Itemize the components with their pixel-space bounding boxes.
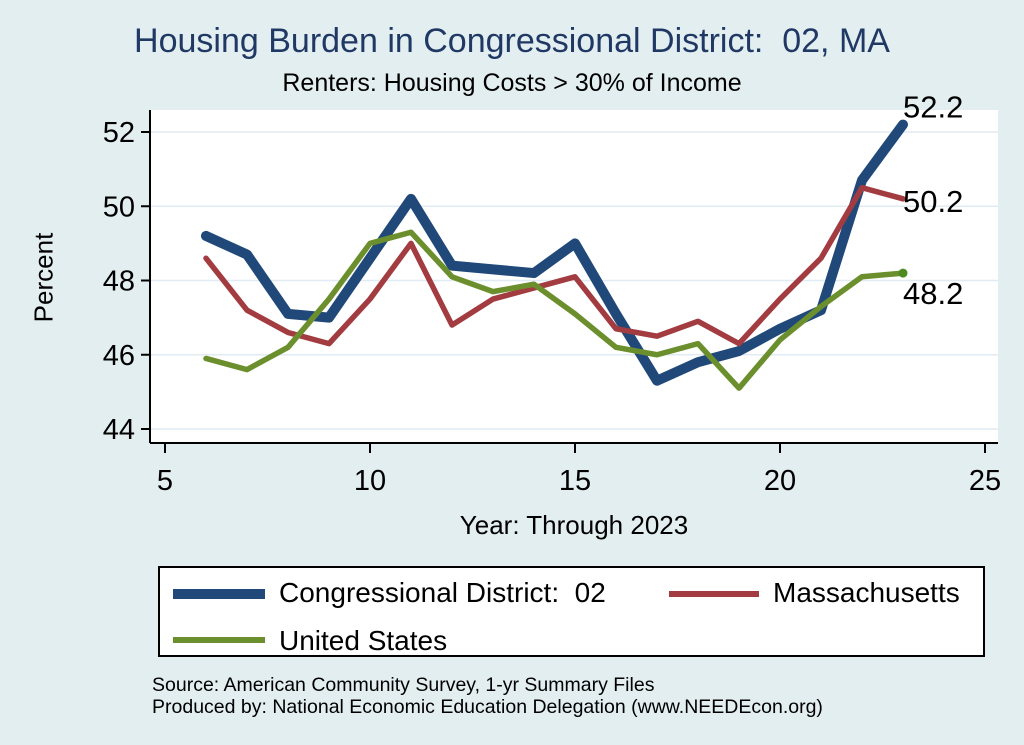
y-tick-label-48: 48 — [103, 266, 135, 298]
end-value-label-0: 52.2 — [903, 90, 963, 125]
x-tick-label-25: 25 — [969, 465, 1001, 497]
chart-title: Housing Burden in Congressional District… — [134, 22, 890, 60]
legend-swatch-united-states — [173, 637, 265, 643]
series-line-united-states — [203, 229, 906, 391]
legend-swatch-massachusetts — [669, 591, 759, 597]
legend-label-massachusetts: Massachusetts — [773, 577, 960, 608]
x-tick-label-10: 10 — [354, 465, 386, 497]
source-line-2: Produced by: National Economic Education… — [152, 696, 823, 718]
source-line-1: Source: American Community Survey, 1-yr … — [152, 674, 655, 696]
y-tick-label-46: 46 — [103, 340, 135, 372]
y-tick-label-50: 50 — [103, 191, 135, 223]
series-line-congressional-district-02 — [201, 119, 908, 386]
x-axis-label: Year: Through 2023 — [459, 510, 689, 540]
y-axis-label: Percent — [28, 232, 59, 323]
x-tick-label-15: 15 — [559, 465, 591, 497]
source-note: Source: American Community Survey, 1-yr … — [152, 674, 823, 718]
end-value-label-1: 50.2 — [903, 184, 963, 219]
legend-label-congressional-district-02: Congressional District: 02 — [279, 577, 606, 608]
y-tick-label-44: 44 — [103, 414, 135, 446]
legend-swatch-congressional-district-02 — [173, 589, 265, 599]
y-tick-label-52: 52 — [103, 117, 135, 149]
x-tick-label-5: 5 — [157, 465, 173, 497]
end-value-label-2: 48.2 — [903, 276, 963, 311]
x-tick-label-20: 20 — [764, 465, 796, 497]
chart-subtitle: Renters: Housing Costs > 30% of Income — [282, 69, 742, 97]
series-line-massachusetts — [203, 184, 906, 347]
series-end-marker-united-states — [898, 268, 908, 278]
legend-box: Congressional District: 02 Massachusetts… — [158, 566, 985, 657]
legend-label-united-states: United States — [279, 625, 448, 656]
